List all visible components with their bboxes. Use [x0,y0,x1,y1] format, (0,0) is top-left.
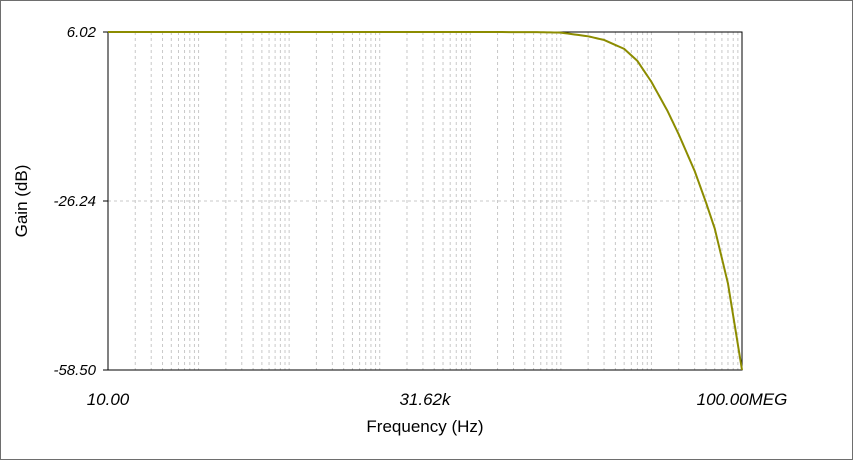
y-tick-label: 6.02 [67,24,97,41]
y-tick-label: -26.24 [53,193,96,210]
x-tick-label: 100.00MEG [697,390,788,409]
grid [108,32,742,370]
x-tick-label: 10.00 [87,390,130,409]
x-axis-label: Frequency (Hz) [366,417,483,436]
y-tick-label: -58.50 [53,362,96,379]
x-tick-label: 31.62k [399,390,452,409]
y-axis-label: Gain (dB) [12,165,31,238]
gain-series-line [108,31,743,371]
tick-labels: 6.02 -26.24 -58.50 10.00 31.62k 100.00MEG [53,24,787,409]
